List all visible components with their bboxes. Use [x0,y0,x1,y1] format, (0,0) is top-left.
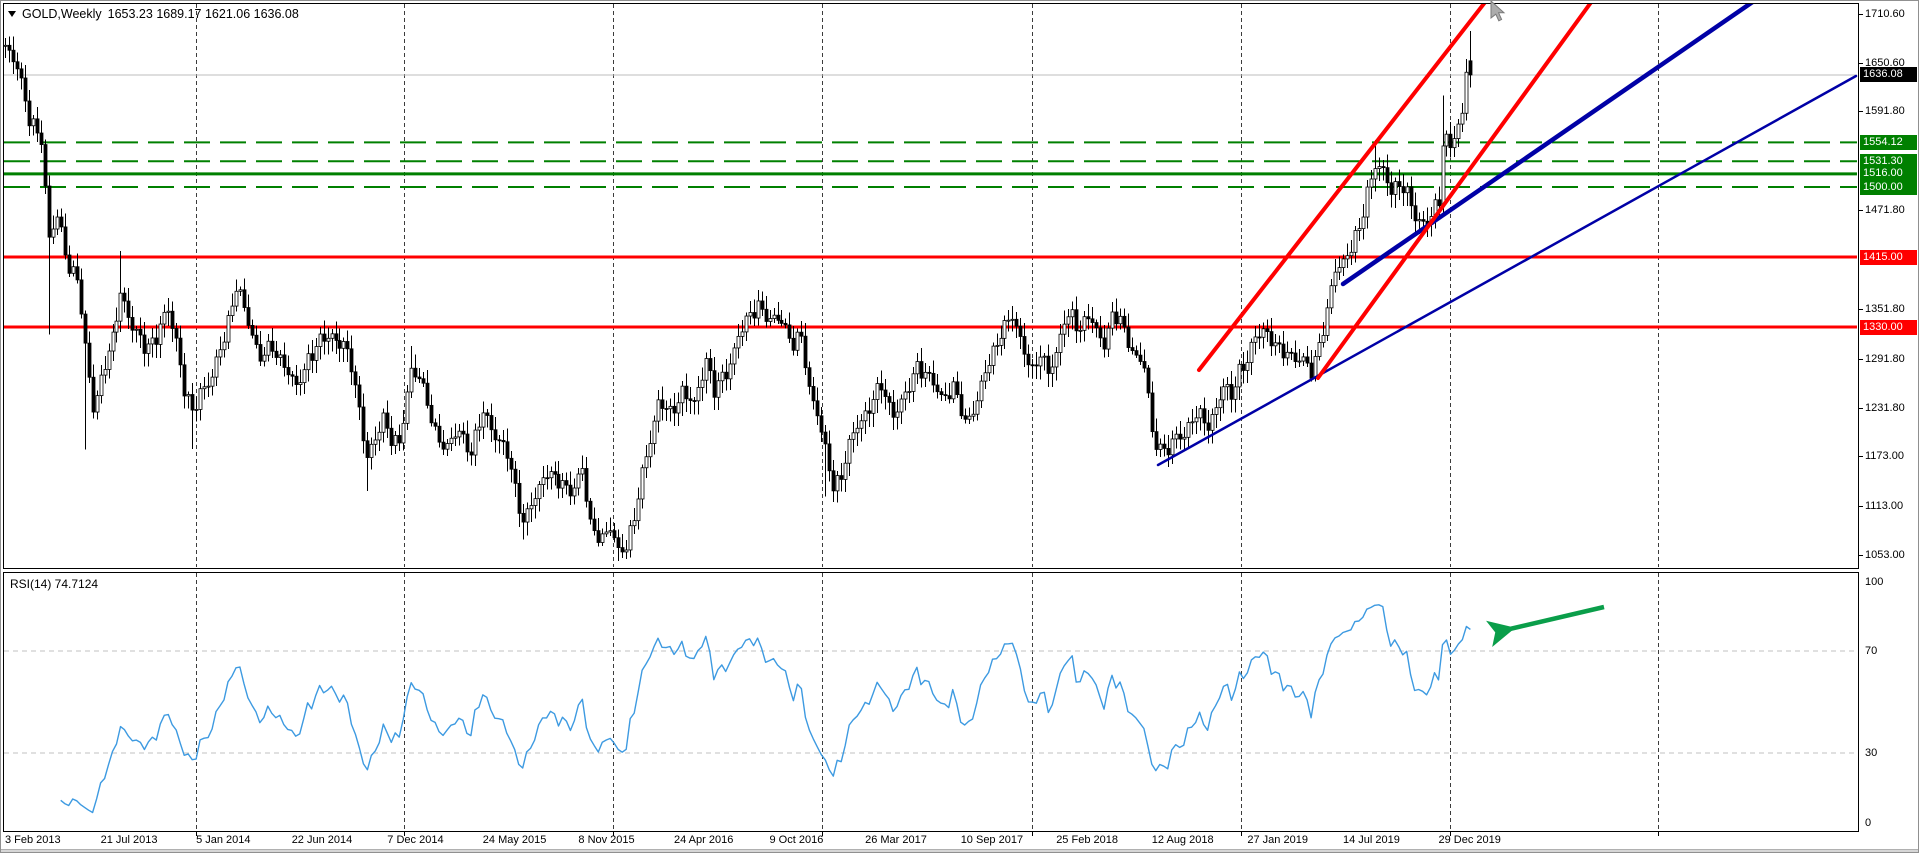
chevron-down-icon[interactable] [8,11,16,17]
price-axis-tick: 1650.60 [1865,57,1905,69]
price-axis-tick: 1351.80 [1865,303,1905,315]
ohlc-values: 1653.23 1689.17 1621.06 1636.08 [107,7,299,21]
time-axis-label: 3 Feb 2013 [5,834,61,846]
rsi-indicator-panel[interactable] [3,572,1859,832]
rsi-green-arrow[interactable] [1486,604,1605,647]
time-axis-label: 8 Nov 2015 [578,834,635,846]
time-axis-label: 22 Jun 2014 [291,834,353,846]
price-level-badge: 1531.30 [1860,153,1917,169]
price-axis-tick: 1471.80 [1865,204,1905,217]
chart-title: GOLD,Weekly 1653.23 1689.17 1621.06 1636… [8,7,299,21]
time-axis-tickmark [1450,832,1451,836]
price-axis-tick: 1591.80 [1865,105,1905,118]
price-axis-tickmark [1859,309,1863,310]
time-axis-tickmark [196,832,197,836]
price-axis-tickmark [1859,505,1863,507]
rsi-canvas[interactable] [4,573,1858,831]
price-axis-tickmark [1859,210,1863,212]
price-axis-tick: 1231.80 [1865,401,1905,414]
price-axis-tickmark [1859,13,1863,15]
rsi-axis-tick: 30 [1865,747,1878,759]
time-axis-tickmark [1241,832,1242,836]
time-axis-label: 21 Jul 2013 [100,834,158,846]
time-axis-label: 9 Oct 2016 [769,834,824,846]
rsi-axis-tick: 0 [1865,817,1872,829]
time-axis-label: 24 Apr 2016 [674,834,734,846]
main-chart-canvas[interactable] [4,4,1858,568]
time-axis-label: 29 Dec 2019 [1438,834,1501,846]
price-level-badge: 1500.00 [1860,179,1917,195]
time-axis-label: 27 Jan 2019 [1247,834,1308,846]
time-axis-tickmark [1032,832,1033,836]
rsi-axis-tick: 100 [1865,576,1884,588]
price-axis-tickmark [1859,358,1863,360]
symbol-timeframe-label: GOLD,Weekly [22,7,102,21]
time-axis-tickmark [822,832,823,836]
time-axis-label: 10 Sep 2017 [960,834,1024,846]
blue-trendline-thick[interactable] [1340,4,1754,287]
price-axis-tickmark [1859,407,1863,409]
price-axis-tickmark [1859,456,1863,458]
time-axis-tickmark [1658,832,1659,836]
price-level-badge: 1636.08 [1860,67,1917,83]
red-channel-line-2[interactable] [1316,4,1593,380]
year-gridlines [196,4,1659,567]
price-axis-tick: 1291.80 [1865,352,1905,365]
time-axis-tickmark [404,832,405,836]
window-bottom-strip [1,849,1918,852]
mouse-cursor [1490,1,1506,22]
time-axis-label: 5 Jan 2014 [196,834,251,846]
rsi-indicator-label: RSI(14) 74.7124 [10,577,99,591]
blue-trendline-thin[interactable] [1156,74,1858,467]
price-level-badge: 1415.00 [1860,249,1917,265]
price-axis-tick: 1113.00 [1865,499,1904,512]
time-axis-label: 12 Aug 2018 [1151,834,1214,846]
price-axis-tickmark [1859,555,1863,557]
price-axis-tick: 1053.00 [1865,549,1905,562]
year-gridlines-rsi [196,573,1659,830]
price-level-badge: 1330.00 [1860,319,1917,335]
price-axis-tickmark [1859,63,1863,64]
time-axis-tickmark [613,832,614,836]
rsi-line [60,604,1471,814]
price-level-badge: 1516.00 [1860,166,1917,182]
price-level-badge: 1554.12 [1860,134,1917,150]
price-axis-tickmark [1859,111,1863,113]
time-axis-label: 14 Jul 2019 [1343,834,1400,846]
price-axis-tick: 1710.60 [1865,7,1905,20]
red-channel-line-1[interactable] [1197,4,1487,372]
time-axis-label: 25 Feb 2018 [1056,834,1118,846]
price-axis-tick: 1173.00 [1865,450,1904,463]
time-axis-label: 26 Mar 2017 [865,834,927,846]
time-axis-label: 7 Dec 2014 [387,834,444,846]
rsi-axis-tick: 70 [1865,645,1878,657]
time-axis-label: 24 May 2015 [482,834,547,846]
candlesticks[interactable] [4,31,1473,561]
main-chart-panel[interactable] [3,3,1859,569]
